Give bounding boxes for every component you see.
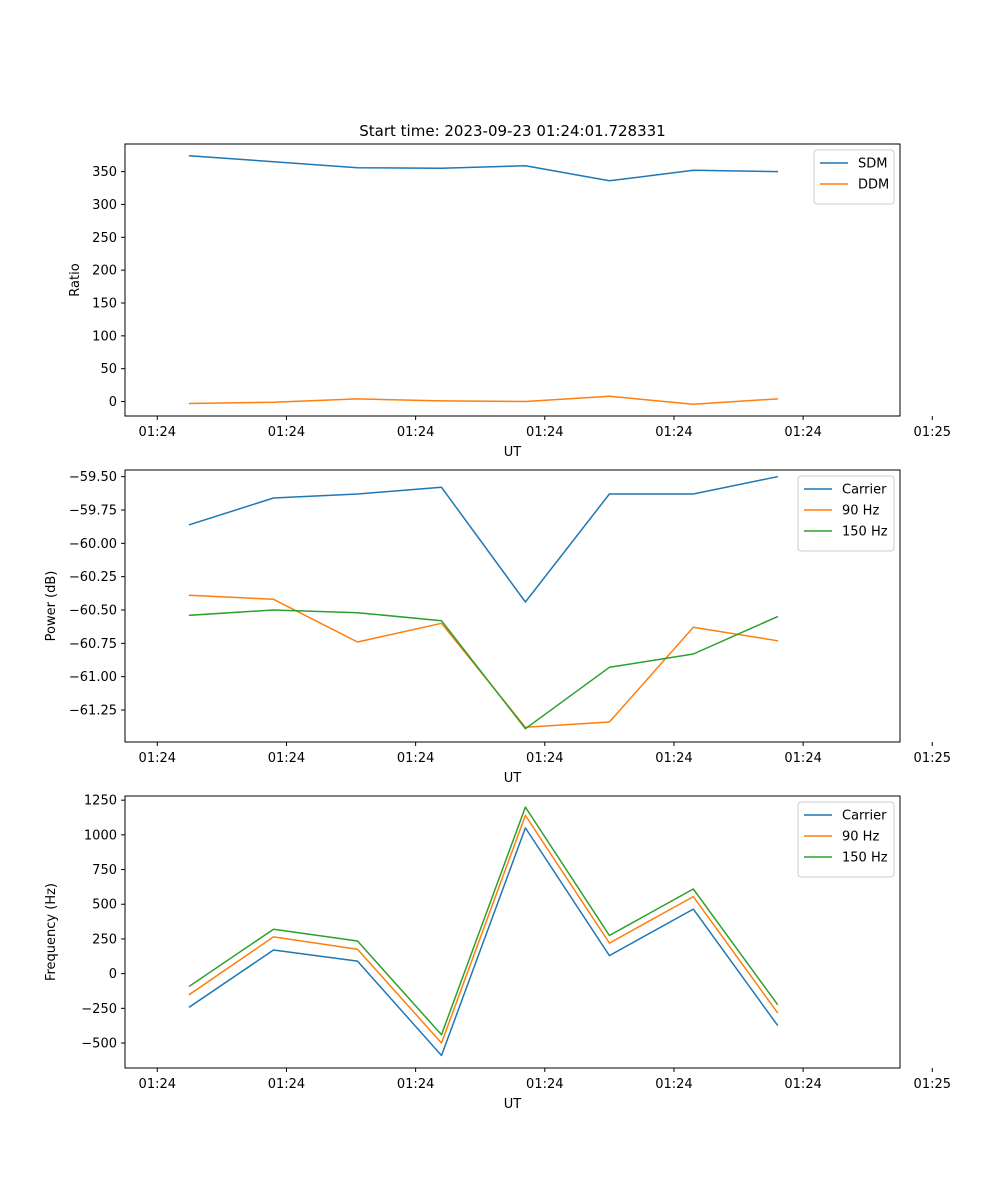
x-tick-label: 01:24	[139, 751, 176, 766]
x-tick-label: 01:24	[139, 425, 176, 440]
x-tick-label: 01:24	[655, 425, 692, 440]
x-tick-label: 01:24	[784, 425, 821, 440]
y-tick-label: 150	[92, 296, 117, 311]
series-group	[188, 475, 779, 730]
y-tick-label: −61.25	[69, 704, 117, 719]
legend: Carrier 90 Hz 150 Hz	[797, 801, 895, 878]
legend-box	[797, 475, 895, 552]
y-tick-label: 250	[92, 231, 117, 246]
x-axis-label: UT	[504, 771, 522, 786]
axes-frame	[124, 143, 901, 417]
y-tick-label: 750	[92, 863, 117, 878]
series-line-150-hz	[188, 609, 779, 730]
x-tick-label: 01:25	[914, 1077, 951, 1092]
y-tick-label: −250	[81, 1002, 117, 1017]
x-tick-label: 01:24	[655, 1077, 692, 1092]
y-tick-label: 350	[92, 165, 117, 180]
x-tick-label: 01:24	[268, 1077, 305, 1092]
x-tick-label: 01:24	[655, 751, 692, 766]
charts-container: Start time: 2023-09-23 01:24:01.72833101…	[44, 122, 951, 1112]
y-axis-label: Power (dB)	[44, 571, 59, 642]
x-tick-label: 01:24	[139, 1077, 176, 1092]
x-tick-label: 01:24	[397, 751, 434, 766]
y-tick-label: −60.75	[69, 637, 117, 652]
y-tick-label: 250	[92, 932, 117, 947]
legend-label: Carrier	[842, 809, 887, 824]
x-axis-label: UT	[504, 1097, 522, 1112]
y-tick-label: 0	[109, 967, 117, 982]
series-line-carrier	[188, 827, 779, 1057]
x-tick-label: 01:24	[397, 425, 434, 440]
legend-label: Carrier	[842, 483, 887, 498]
y-tick-label: 100	[92, 329, 117, 344]
y-tick-label: 200	[92, 264, 117, 279]
x-tick-label: 01:25	[914, 425, 951, 440]
legend-label: 90 Hz	[842, 504, 879, 519]
x-tick-label: 01:24	[268, 751, 305, 766]
y-tick-label: 1000	[84, 828, 117, 843]
y-tick-label: 50	[100, 362, 117, 377]
legend: SDM DDM	[813, 149, 895, 205]
x-tick-label: 01:24	[268, 425, 305, 440]
x-tick-label: 01:24	[397, 1077, 434, 1092]
legend-label: DDM	[858, 178, 889, 193]
legend: Carrier 90 Hz 150 Hz	[797, 475, 895, 552]
x-tick-label: 01:25	[914, 751, 951, 766]
axes-frame	[124, 795, 901, 1069]
x-axis-label: UT	[504, 445, 522, 460]
y-tick-label: 300	[92, 198, 117, 213]
x-tick-label: 01:24	[526, 751, 563, 766]
y-axis-label: Frequency (Hz)	[44, 883, 59, 981]
y-tick-label: −500	[81, 1037, 117, 1052]
chart-panel-1: Start time: 2023-09-23 01:24:01.72833101…	[68, 122, 951, 460]
y-tick-label: −59.50	[69, 470, 117, 485]
y-tick-label: −59.75	[69, 504, 117, 519]
y-tick-label: 0	[109, 395, 117, 410]
y-tick-label: −61.00	[69, 670, 117, 685]
y-tick-label: 1250	[84, 794, 117, 809]
series-line-150-hz	[188, 806, 779, 1036]
legend-box	[797, 801, 895, 878]
y-axis-label: Ratio	[68, 263, 83, 296]
x-tick-label: 01:24	[526, 425, 563, 440]
chart-panel-2: 01:24 01:24 01:24 01:24 01:24 01:24 01:25 −61.2…	[44, 469, 951, 786]
chart-panel-3: 01:24 01:24 01:24 01:24 01:24 01:24 01:25 −500 −…	[44, 794, 951, 1112]
legend-label: 150 Hz	[842, 525, 888, 540]
axes-frame	[124, 469, 901, 743]
y-tick-label: −60.50	[69, 604, 117, 619]
x-tick-label: 01:24	[526, 1077, 563, 1092]
legend-label: 90 Hz	[842, 830, 879, 845]
y-tick-label: −60.00	[69, 537, 117, 552]
series-line-ddm	[188, 395, 779, 405]
series-group	[188, 154, 779, 405]
series-line-carrier	[188, 475, 779, 603]
series-group	[188, 806, 779, 1057]
y-tick-label: −60.25	[69, 570, 117, 585]
legend-label: SDM	[858, 157, 887, 172]
series-line-sdm	[188, 154, 779, 182]
legend-label: 150 Hz	[842, 851, 888, 866]
series-line-90-hz	[188, 814, 779, 1044]
chart-title: Start time: 2023-09-23 01:24:01.728331	[359, 122, 665, 140]
x-tick-label: 01:24	[784, 1077, 821, 1092]
y-tick-label: 500	[92, 898, 117, 913]
x-tick-label: 01:24	[784, 751, 821, 766]
